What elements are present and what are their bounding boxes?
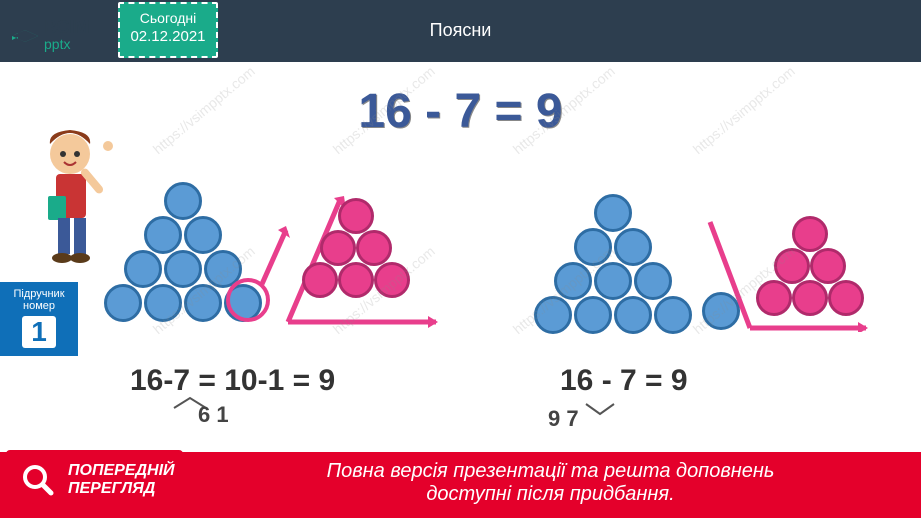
equation-right-sub: 9 7: [548, 406, 579, 432]
banner-line2: доступні після придбання.: [200, 483, 901, 506]
watermark: https://vsimpptx.com: [150, 63, 258, 157]
watermark: https://vsimpptx.com: [690, 63, 798, 157]
equation-right: 16 - 7 = 9: [560, 364, 688, 398]
left-pink-pyramid: [296, 198, 426, 318]
textbook-label2: номер: [4, 300, 74, 312]
bracket-right: [582, 402, 618, 416]
logo-subtext: pptx: [44, 36, 89, 52]
logo-text: ВСІМ: [44, 18, 89, 36]
equation-left: 16-7 = 10-1 = 9: [130, 364, 335, 398]
date-value: 02.12.2021: [124, 28, 212, 45]
slide-title: Поясни: [430, 20, 492, 41]
graduation-cap-icon: [10, 25, 40, 45]
textbook-number: 1: [22, 316, 56, 348]
date-badge: Сьогодні 02.12.2021: [118, 2, 218, 58]
date-label: Сьогодні: [124, 10, 212, 26]
preview-line1: ПОПЕРЕДНІЙ: [68, 462, 175, 480]
logo: ВСІМ pptx: [10, 18, 89, 52]
right-blue-pyramid: [530, 194, 700, 334]
preview-badge[interactable]: ПОПЕРЕДНІЙ ПЕРЕГЛЯД: [6, 450, 183, 510]
textbook-label1: Підручник: [4, 288, 74, 300]
banner-line1: Повна версія презентації та решта доповн…: [200, 460, 901, 483]
equation-left-sub: 6 1: [198, 402, 229, 428]
preview-line2: ПЕРЕГЛЯД: [68, 480, 175, 498]
textbook-number-panel: Підручник номер 1: [0, 282, 78, 356]
right-pink-pyramid: [750, 216, 880, 326]
magnifier-icon: [14, 456, 62, 504]
main-equation: 16 - 7 = 9: [358, 84, 562, 139]
